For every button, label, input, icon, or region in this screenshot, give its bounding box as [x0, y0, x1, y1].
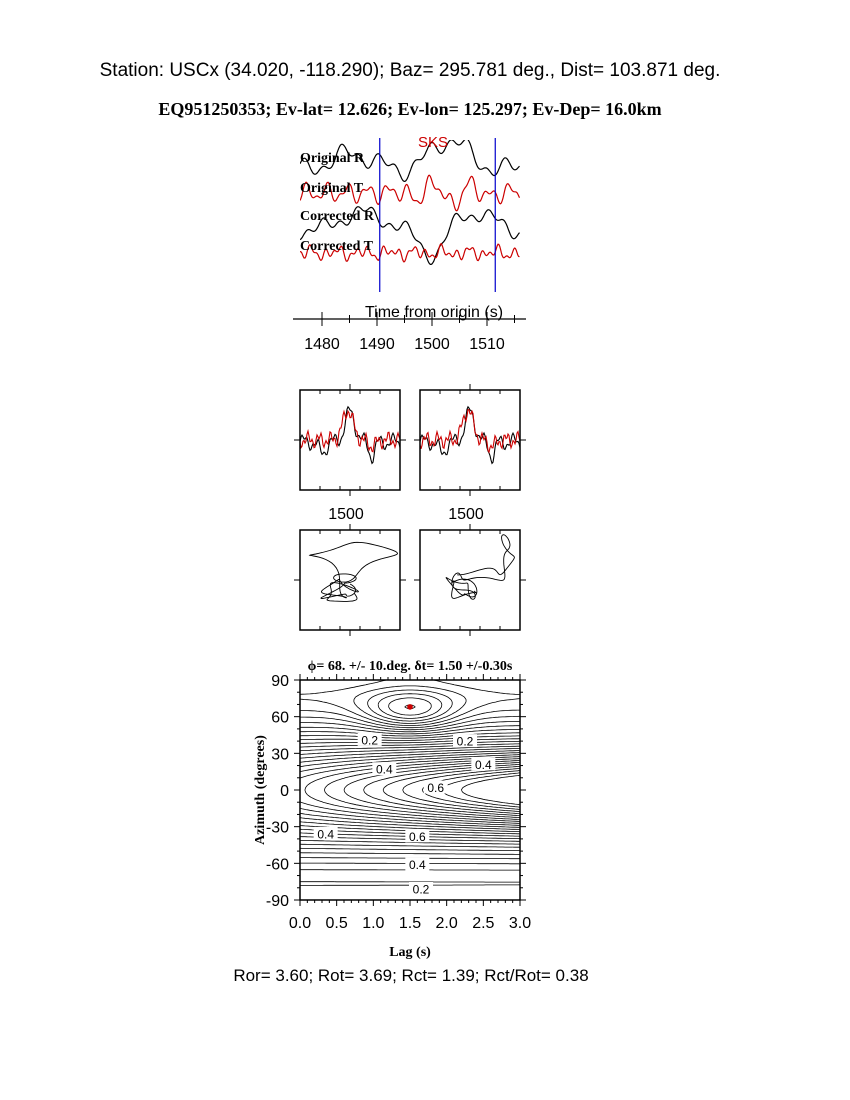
contour-label: 0.2 [361, 733, 378, 747]
contour-line [377, 693, 443, 719]
energy-grid-panel: ϕ= 68. +/- 10.deg. δt= 1.50 +/-0.30s 0.2… [253, 659, 531, 960]
grid-x-tick-label: 2.5 [472, 915, 494, 932]
contour-label-bg [357, 732, 382, 746]
trace-corrected-r [300, 206, 520, 265]
uncorrected-waveform-slow [300, 409, 400, 453]
contour-label: 0.4 [376, 763, 393, 777]
series-label-original-t: Original T [300, 181, 364, 196]
grid-x-axis-label: Lag (s) [389, 945, 431, 960]
contour-line [304, 758, 520, 822]
contour-line [300, 752, 520, 828]
series-label-original-r: Original R [300, 151, 365, 166]
contour-label: 0.4 [409, 858, 426, 872]
particle-motion-path [308, 541, 399, 602]
trace-original-r [300, 140, 520, 183]
best-fit-point [407, 704, 413, 710]
waveform-left-tick-label: 1500 [328, 506, 364, 523]
contour-line [300, 748, 520, 832]
contour-line [300, 729, 520, 851]
particle-motion-uncorrected [294, 524, 406, 636]
grid-x-tick-label: 3.0 [509, 915, 531, 932]
contour-label-bg [405, 829, 430, 843]
contour-line [300, 756, 520, 824]
particle-motion-corrected [414, 524, 526, 636]
trace-corrected-t [300, 242, 520, 263]
particle-motion-path [445, 534, 515, 600]
grid-y-tick-label: -60 [266, 856, 289, 873]
contour-line [300, 715, 520, 865]
grid-y-tick-label: 60 [271, 710, 289, 727]
contour-label-bg [405, 857, 430, 871]
contour-label: 0.6 [409, 830, 426, 844]
time-tick-label: 1500 [414, 336, 450, 353]
grid-y-tick-label: 90 [271, 673, 289, 690]
contour-label-bg [372, 762, 397, 776]
time-tick-label: 1480 [304, 336, 340, 353]
ratio-summary: Ror= 3.60; Rot= 3.69; Rct= 1.39; Rct/Rot… [233, 966, 588, 985]
contour-line [300, 754, 520, 826]
contour-line [402, 768, 520, 812]
contour-line [367, 689, 453, 722]
time-tick-label: 1510 [469, 336, 505, 353]
time-tick-label: 1490 [359, 336, 395, 353]
grid-y-axis-label: Azimuth (degrees) [253, 735, 268, 845]
grid-x-tick-label: 2.0 [436, 915, 458, 932]
contour-line [388, 697, 432, 716]
contour-label: 0.2 [457, 735, 474, 749]
grid-title: ϕ= 68. +/- 10.deg. δt= 1.50 +/-0.30s [308, 659, 513, 674]
waveform-panel-uncorrected: 1500 [294, 384, 406, 523]
grid-y-tick-label: -90 [266, 893, 289, 910]
grid-y-tick-label: 30 [271, 746, 289, 763]
uncorrected-waveform-fast [300, 405, 400, 465]
event-info: EQ951250353; Ev-lat= 12.626; Ev-lon= 125… [158, 99, 661, 119]
grid-x-tick-label: 0.0 [289, 915, 311, 932]
contour-line [460, 774, 520, 806]
contour-label-bg [423, 780, 448, 794]
contour-line [300, 750, 520, 830]
contour-line [300, 721, 520, 860]
contour-label-bg [409, 882, 433, 895]
seismogram-panel: SKS Original R Original T Corrected R Co… [293, 134, 526, 353]
contour-label: 0.2 [413, 883, 430, 897]
time-axis-label: Time from origin (s) [365, 304, 503, 321]
waveform-panel-corrected: 1500 [414, 384, 526, 523]
series-label-corrected-r: Corrected R [300, 209, 375, 224]
grid-y-tick-label: 0 [280, 783, 289, 800]
trace-original-t [300, 174, 520, 212]
grid-x-tick-label: 1.5 [399, 915, 421, 932]
contour-label-bg [313, 827, 338, 840]
contour-label-bg [471, 757, 496, 771]
contour-line [300, 745, 520, 835]
contour-label: 0.6 [427, 781, 444, 795]
contour-label: 0.4 [317, 828, 334, 842]
contour-line [300, 680, 520, 886]
contour-line [382, 766, 520, 814]
corrected-waveform-fast [420, 405, 520, 465]
corrected-waveform-slow [420, 409, 520, 454]
grid-y-tick-label: -30 [266, 820, 289, 837]
contour-line [353, 685, 467, 724]
contour-line [300, 725, 520, 855]
series-label-corrected-t: Corrected T [300, 239, 374, 254]
station-info: Station: USCx (34.020, -118.290); Baz= 2… [100, 60, 721, 81]
contour-label-bg [453, 734, 477, 748]
phase-label: SKS [418, 134, 448, 151]
grid-x-tick-label: 0.5 [326, 915, 348, 932]
waveform-right-tick-label: 1500 [448, 506, 484, 523]
contour-label: 0.4 [475, 758, 492, 772]
grid-x-tick-label: 1.0 [362, 915, 384, 932]
